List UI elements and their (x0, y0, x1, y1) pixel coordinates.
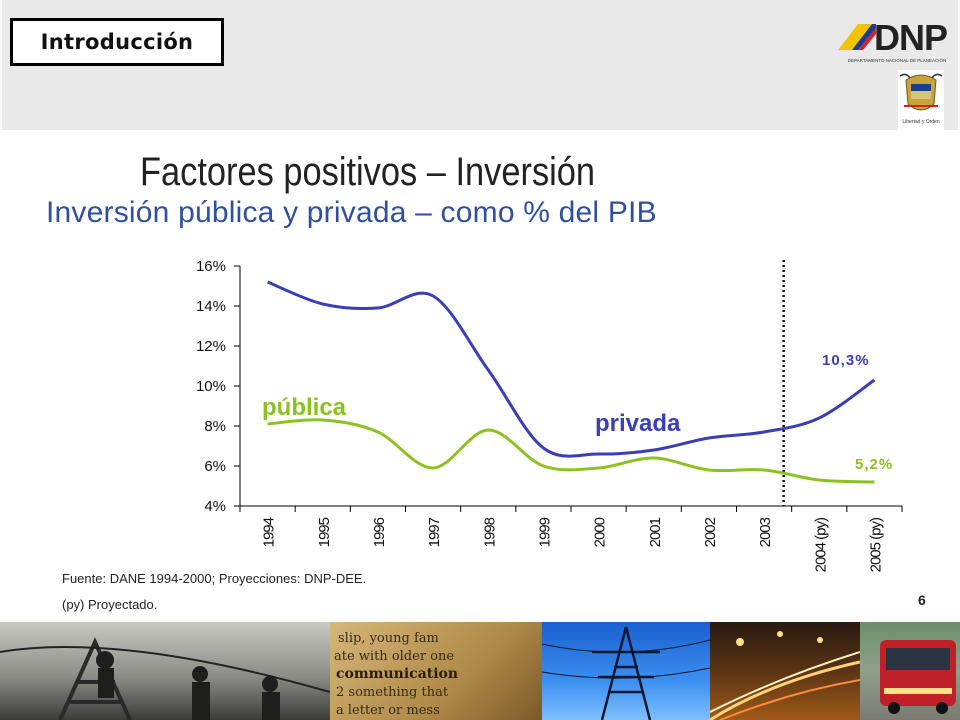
x-tick-label: 1999 (536, 517, 553, 547)
source-note: Fuente: DANE 1994-2000; Proyecciones: DN… (62, 571, 367, 586)
svg-text:a letter or mess: a letter or mess (336, 703, 440, 718)
svg-text:communication: communication (336, 666, 458, 682)
annotation-privada-end: 10,3% (822, 352, 870, 369)
dnp-logo: DNP DEPARTAMENTO NACIONAL DE PLANEACIÓN … (836, 16, 958, 130)
x-tick-label: 2003 (757, 517, 774, 547)
series-line-privada (267, 280, 876, 458)
x-tick-label: 1998 (481, 517, 498, 547)
shield-caption: Libertad y Orden (902, 119, 940, 125)
svg-text:2 something that: 2 something that (336, 685, 449, 700)
x-tick-label: 2004 (py) (812, 517, 829, 572)
colombia-flag-icon (838, 24, 876, 50)
series-label-privada: privada (595, 410, 681, 437)
dictionary-photo: slip, young fam ate with older one commu… (330, 622, 542, 720)
y-tick-label: 6% (204, 458, 226, 475)
x-tick-label: 1995 (316, 517, 333, 547)
investment-line-chart: 16% 14% 12% 10% 8% 6% 4% 1994 1995 1996 1997 1998 19… (196, 258, 903, 572)
x-tick-label: 2001 (647, 517, 664, 547)
series-line-publica (267, 418, 875, 484)
x-tick-label: 1996 (371, 517, 388, 547)
bus-photo (860, 622, 960, 720)
slide-subtitle: Inversión pública y privada – como % del… (46, 196, 657, 229)
y-tick-label: 4% (204, 498, 226, 515)
page-number: 6 (918, 592, 926, 608)
power-tower-photo (542, 622, 710, 720)
dnp-logo-text: DNP (874, 17, 948, 58)
projection-note: (py) Proyectado. (62, 597, 158, 612)
x-tick-label: 2000 (592, 517, 609, 547)
x-tick-label: 1997 (426, 517, 443, 547)
y-tick-label: 8% (204, 418, 226, 435)
dnp-logo-subtitle: DEPARTAMENTO NACIONAL DE PLANEACIÓN (847, 58, 947, 63)
power-workers-photo (0, 622, 330, 720)
annotation-publica-end: 5,2% (855, 456, 893, 473)
svg-text:slip, young fam: slip, young fam (338, 631, 439, 646)
section-label-box: Introducción (10, 18, 224, 66)
y-tick-label: 10% (196, 378, 226, 395)
x-tick-label: 2002 (702, 517, 719, 547)
series-label-publica: pública (262, 394, 347, 421)
y-tick-label: 14% (196, 298, 226, 315)
slide-title: Factores positivos – Inversión (140, 150, 596, 194)
x-tick-label: 1994 (261, 517, 278, 547)
svg-text:ate with older one: ate with older one (334, 649, 454, 664)
section-label: Introducción (40, 30, 194, 54)
night-traffic-photo (710, 622, 860, 720)
y-tick-label: 12% (196, 338, 226, 355)
x-tick-label: 2005 (py) (867, 517, 884, 572)
photo-strip: slip, young fam ate with older one commu… (0, 622, 960, 720)
y-tick-label: 16% (196, 258, 226, 275)
coat-of-arms-icon (898, 70, 944, 130)
